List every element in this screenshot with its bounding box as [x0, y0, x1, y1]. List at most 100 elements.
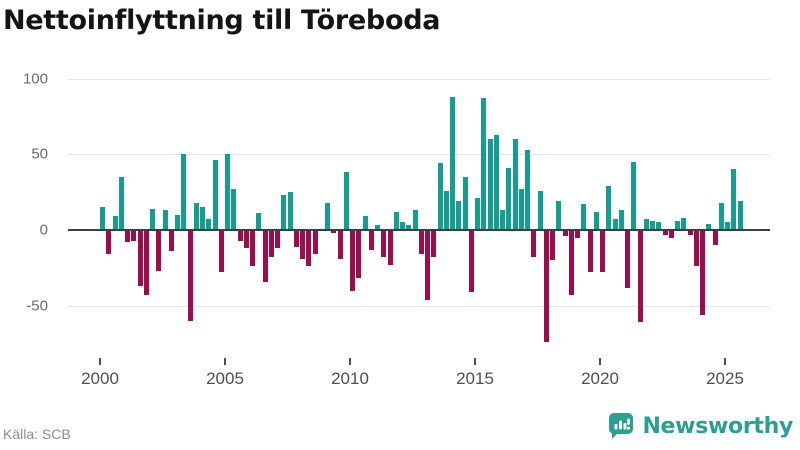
bar	[493, 134, 499, 230]
bar	[293, 230, 299, 247]
bar	[231, 189, 237, 230]
y-gridline	[68, 78, 770, 80]
bar	[343, 172, 349, 230]
bar	[581, 204, 587, 230]
x-axis-label: 2015	[456, 369, 494, 388]
bar	[687, 230, 693, 235]
bar	[175, 214, 180, 230]
bar	[431, 230, 437, 258]
y-gridline	[68, 154, 770, 156]
bar	[300, 230, 305, 259]
bar	[281, 195, 287, 230]
bar	[525, 149, 530, 230]
bar	[143, 230, 149, 296]
bar	[418, 230, 424, 255]
bar	[512, 139, 518, 230]
bar	[668, 230, 674, 238]
x-axis-label: 2020	[581, 369, 619, 388]
bar	[218, 230, 224, 273]
bar	[443, 190, 449, 230]
bar	[675, 220, 680, 230]
newsworthy-logo[interactable]: Newsworthy	[608, 412, 793, 440]
x-axis-label: 2025	[706, 369, 744, 388]
bar	[206, 219, 212, 230]
bar	[275, 230, 280, 249]
bar	[381, 230, 387, 258]
bar	[587, 230, 593, 273]
bar	[706, 223, 712, 230]
bar	[437, 163, 443, 230]
x-axis-label: 2010	[331, 369, 369, 388]
bar	[306, 230, 312, 267]
bar	[262, 230, 268, 282]
bar	[100, 207, 105, 230]
bar	[612, 219, 618, 230]
bar	[531, 230, 537, 258]
bar	[725, 222, 730, 230]
source-note: Källa: SCB	[3, 426, 71, 442]
bar	[250, 230, 255, 267]
bar	[287, 192, 293, 230]
x-axis-tick	[99, 358, 101, 365]
x-axis-tick	[224, 358, 226, 365]
bar	[368, 230, 374, 250]
bar	[312, 230, 318, 255]
bar	[125, 230, 130, 243]
bar	[150, 208, 155, 230]
bar	[268, 230, 274, 258]
bar	[112, 216, 118, 230]
bar	[356, 230, 362, 279]
bar	[693, 230, 699, 267]
bar	[631, 161, 637, 230]
bar	[118, 176, 124, 230]
bar	[637, 230, 643, 323]
bar	[562, 230, 568, 237]
bar	[337, 230, 343, 259]
bar	[643, 219, 649, 230]
bar	[168, 230, 174, 252]
bar	[618, 210, 624, 230]
bar	[556, 201, 562, 230]
bar	[518, 189, 524, 230]
y-axis-label: -50	[26, 297, 48, 315]
bar	[350, 230, 355, 291]
bar	[468, 230, 474, 293]
bar	[506, 167, 512, 230]
bar	[425, 230, 430, 300]
bar	[575, 230, 580, 238]
bar	[243, 230, 249, 249]
bar	[193, 202, 199, 230]
bar	[387, 230, 393, 265]
bar	[156, 230, 162, 271]
bar	[487, 139, 493, 230]
bar	[106, 230, 112, 255]
bar	[162, 210, 168, 230]
bar	[456, 201, 462, 230]
bar	[137, 230, 143, 287]
bar	[656, 222, 662, 230]
bar	[450, 96, 455, 230]
y-axis-label: 0	[39, 221, 48, 239]
bar	[393, 211, 399, 230]
bar	[256, 213, 262, 230]
bar	[568, 230, 574, 296]
bar	[225, 154, 230, 230]
bar	[681, 217, 687, 230]
bar	[543, 230, 549, 343]
bar	[406, 225, 412, 230]
bar	[712, 230, 718, 246]
bar	[200, 207, 205, 230]
bar	[550, 230, 555, 261]
bar	[593, 211, 599, 230]
bar	[600, 230, 605, 273]
chart-title: Nettoinflyttning till Töreboda	[3, 5, 441, 36]
bar	[462, 176, 468, 230]
bar	[412, 210, 418, 230]
bar	[537, 190, 543, 230]
bar	[650, 220, 655, 230]
bar	[375, 225, 380, 230]
bar	[481, 98, 487, 230]
x-axis-tick	[724, 358, 726, 365]
